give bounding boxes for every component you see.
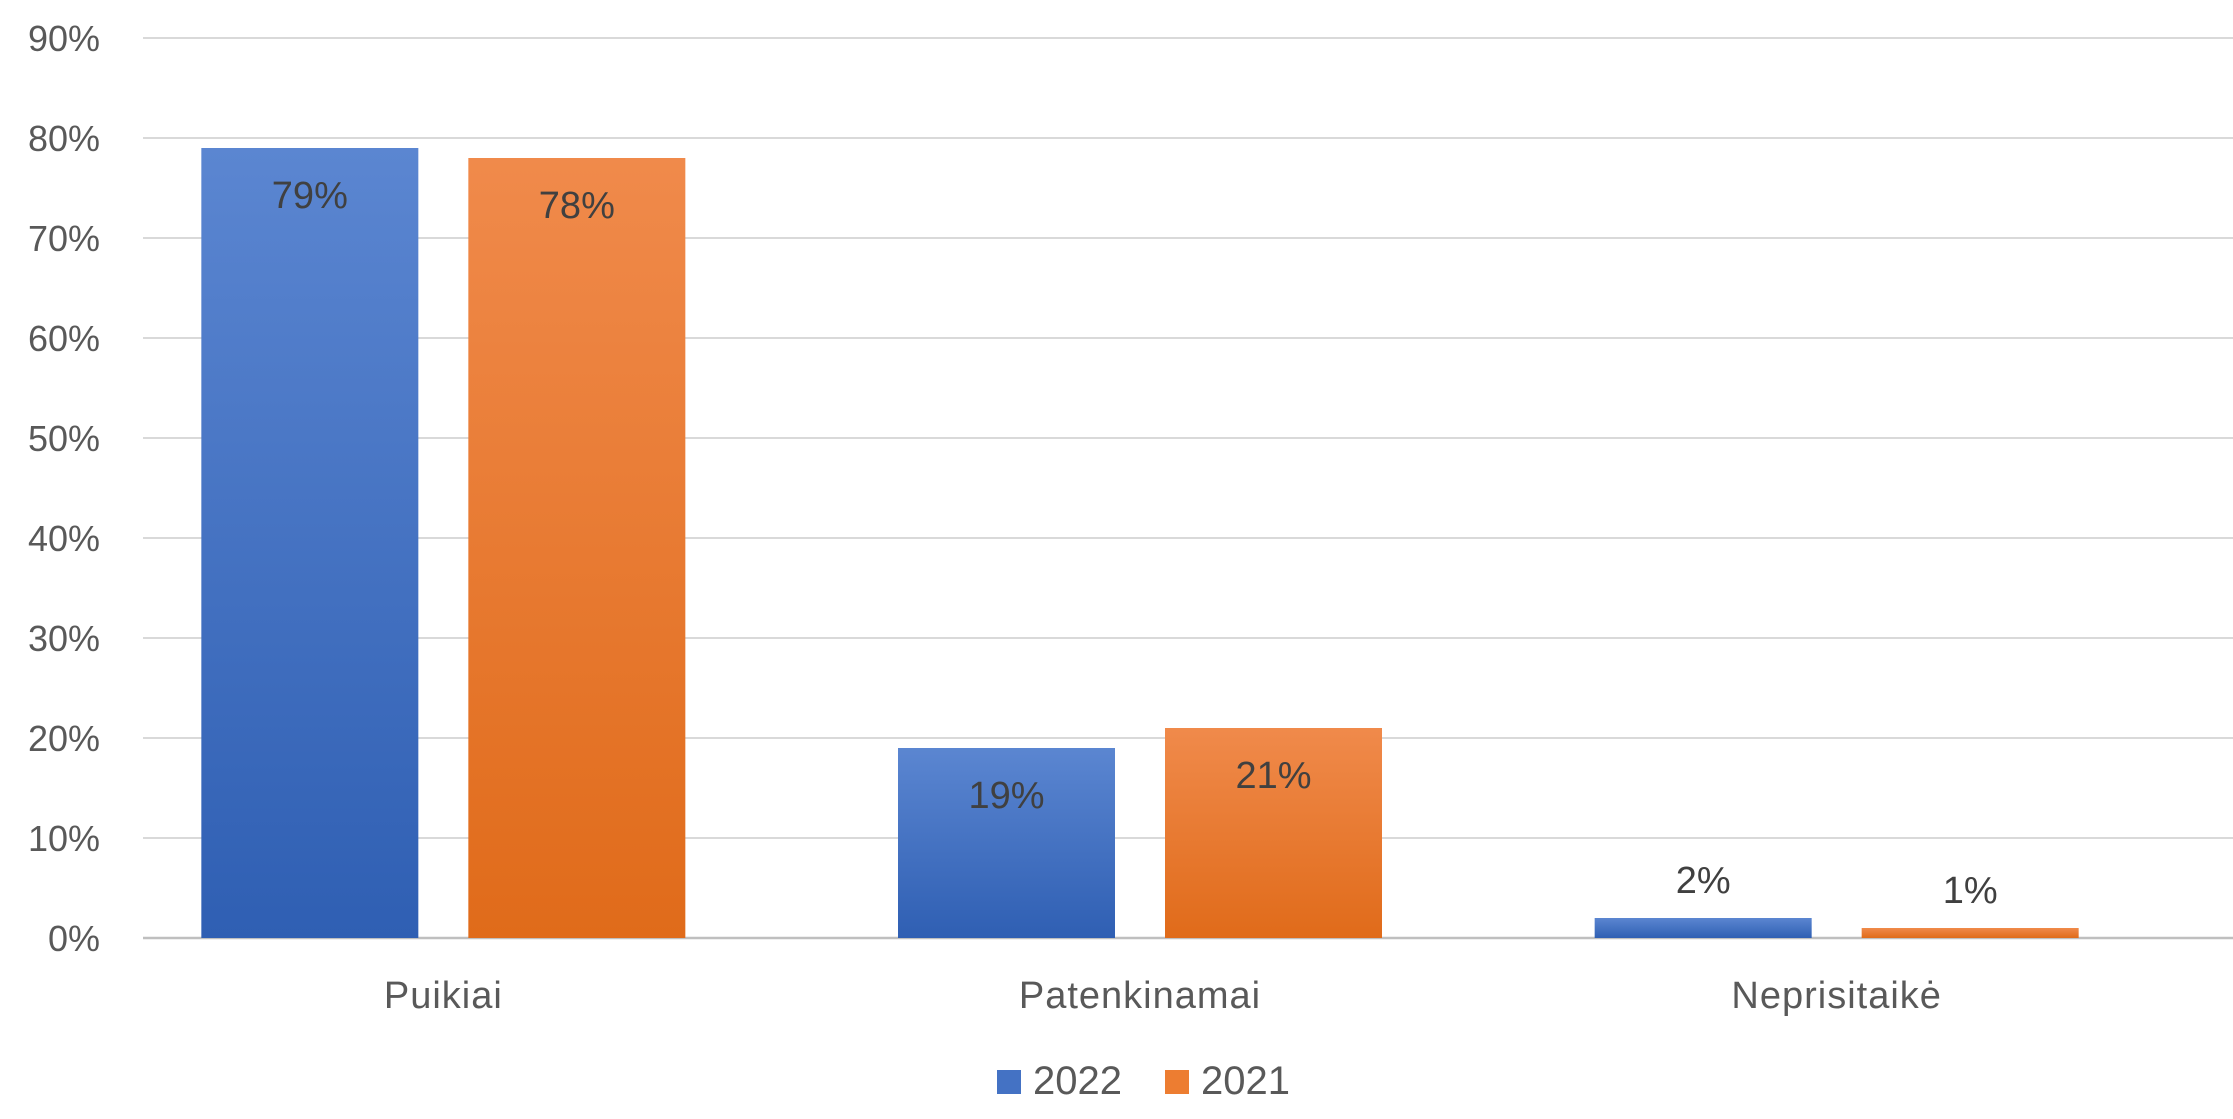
y-tick-label: 0% — [48, 918, 100, 959]
data-label: 79% — [272, 175, 348, 217]
data-labels: 79% 78% 19% 21% 2% 1% — [272, 175, 1998, 912]
data-label: 2% — [1676, 860, 1731, 902]
bar-2021-0 — [468, 158, 686, 938]
y-tick-label: 70% — [28, 218, 100, 259]
category-label: Puikiai — [384, 975, 503, 1017]
y-tick-label: 10% — [28, 818, 100, 859]
data-label: 1% — [1943, 870, 1998, 912]
category-label: Patenkinamai — [1019, 975, 1261, 1017]
y-tick-label: 30% — [28, 618, 100, 659]
y-axis-tick-labels: 0% 10% 20% 30% 40% 50% 60% 70% 80% 90% — [28, 18, 100, 959]
y-tick-label: 80% — [28, 118, 100, 159]
bar-2022-2 — [1594, 918, 1812, 938]
legend-swatch-2022 — [997, 1070, 1021, 1094]
data-label: 21% — [1235, 755, 1311, 797]
data-label: 78% — [539, 185, 615, 227]
bar-2022-1 — [898, 748, 1115, 938]
y-tick-label: 90% — [28, 18, 100, 59]
category-label: Neprisitaikė — [1731, 975, 1942, 1017]
y-tick-label: 20% — [28, 718, 100, 759]
y-tick-label: 40% — [28, 518, 100, 559]
legend-swatch-2021 — [1165, 1070, 1189, 1094]
legend-label: 2022 — [1033, 1059, 1122, 1103]
legend-label: 2021 — [1201, 1059, 1290, 1103]
y-tick-label: 60% — [28, 318, 100, 359]
bar-2022-0 — [201, 148, 419, 938]
bar-2021-1 — [1165, 728, 1382, 938]
x-axis-category-labels: Puikiai Patenkinamai Neprisitaikė — [384, 975, 1942, 1017]
bars — [201, 148, 2079, 938]
data-label: 19% — [968, 775, 1044, 817]
legend: 2022 2021 — [997, 1059, 1290, 1103]
bar-2021-2 — [1861, 928, 2079, 938]
y-tick-label: 50% — [28, 418, 100, 459]
